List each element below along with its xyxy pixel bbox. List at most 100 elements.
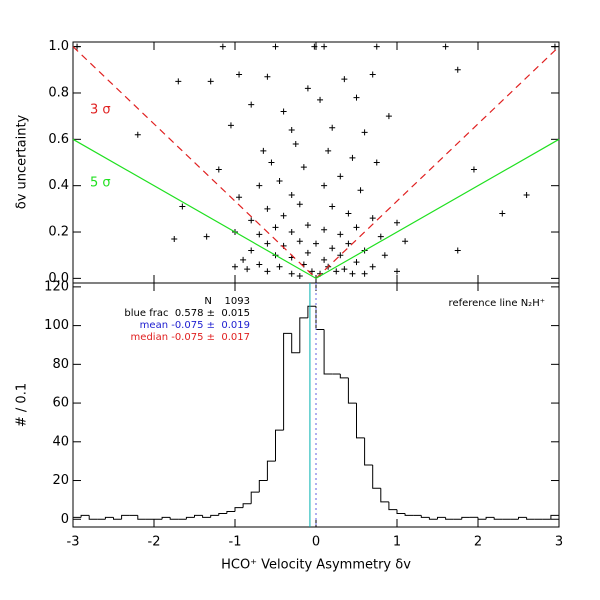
point <box>373 159 380 166</box>
histogram-step <box>428 517 438 520</box>
y-tick-label: 100 <box>44 318 69 333</box>
point <box>304 222 311 229</box>
point <box>203 233 210 240</box>
x-tick-label: -2 <box>148 535 161 550</box>
histogram-step <box>372 465 381 489</box>
point <box>470 166 477 173</box>
point <box>353 224 360 231</box>
histogram-step <box>323 329 333 375</box>
histogram-step <box>234 507 244 512</box>
point <box>256 231 263 238</box>
y-tick-label: 0.2 <box>48 225 69 240</box>
sigma-label: 3 σ <box>90 103 111 118</box>
histogram-step <box>437 516 446 520</box>
point <box>349 154 356 161</box>
y-tick-label: 0.4 <box>48 178 69 193</box>
histogram-step <box>72 516 82 520</box>
point <box>244 266 251 273</box>
histogram-step <box>550 514 559 520</box>
histogram-step <box>113 517 122 520</box>
y-tick-label: 0 <box>61 512 69 527</box>
histogram-step <box>242 503 252 508</box>
histogram-step <box>477 517 487 520</box>
point <box>329 245 336 252</box>
point <box>288 270 295 277</box>
histogram-step <box>218 512 227 516</box>
point <box>402 238 409 245</box>
point <box>288 229 295 236</box>
point <box>337 173 344 180</box>
point <box>219 43 226 50</box>
point <box>280 212 287 219</box>
point <box>280 108 287 115</box>
point <box>385 113 392 120</box>
point <box>321 226 328 233</box>
point <box>353 259 360 266</box>
histogram-step <box>404 513 414 516</box>
x-axis-label: HCO⁺ Velocity Asymmetry δv <box>221 558 411 573</box>
point <box>377 233 384 240</box>
x-tick-label: -1 <box>229 535 242 550</box>
point <box>248 101 255 108</box>
histogram-step <box>356 403 365 439</box>
histogram-step <box>185 516 195 520</box>
histogram-step <box>226 511 235 514</box>
point <box>179 203 186 210</box>
point <box>300 164 307 171</box>
histogram-step <box>518 516 527 520</box>
point <box>288 127 295 134</box>
point <box>361 129 368 136</box>
point <box>276 263 283 270</box>
point <box>454 66 461 73</box>
stat-annotation: median -0.075 ± 0.017 <box>131 332 250 343</box>
stat-annotation: N 1093 <box>204 296 250 307</box>
histogram-step <box>202 515 211 518</box>
point <box>369 263 376 270</box>
point <box>345 240 352 247</box>
point <box>227 122 234 129</box>
point <box>292 140 299 147</box>
point <box>357 187 364 194</box>
histogram-step <box>445 517 454 520</box>
y-tick-label: 40 <box>52 434 69 449</box>
histogram-step <box>137 515 146 520</box>
point <box>321 256 328 263</box>
y-tick-label: 120 <box>44 279 69 294</box>
point <box>276 178 283 185</box>
point <box>236 71 243 78</box>
histogram-step <box>420 515 430 518</box>
point <box>248 247 255 254</box>
point <box>394 219 400 226</box>
point <box>454 247 461 254</box>
point <box>337 252 344 259</box>
point <box>240 256 247 263</box>
histogram-step <box>161 516 171 520</box>
point <box>256 261 263 268</box>
point <box>321 43 328 50</box>
y-axis-label: δv uncertainty <box>15 114 30 209</box>
point <box>349 270 356 277</box>
point <box>304 85 311 92</box>
point <box>296 238 303 245</box>
point <box>207 78 214 85</box>
point <box>381 252 388 259</box>
point <box>215 166 222 173</box>
point <box>308 268 315 275</box>
stat-annotation: blue frac 0.578 ± 0.015 <box>124 308 250 319</box>
point <box>264 73 271 80</box>
point <box>264 240 271 247</box>
histogram-step <box>307 305 316 318</box>
histogram-step <box>347 377 357 404</box>
point <box>523 191 530 198</box>
point <box>74 43 81 50</box>
histogram-step <box>380 488 389 503</box>
y-tick-label: 0.6 <box>48 132 69 147</box>
point <box>248 217 255 224</box>
point <box>369 71 376 78</box>
point <box>171 235 178 242</box>
point <box>321 182 328 189</box>
x-tick-label: -3 <box>67 535 80 550</box>
point <box>232 263 238 270</box>
